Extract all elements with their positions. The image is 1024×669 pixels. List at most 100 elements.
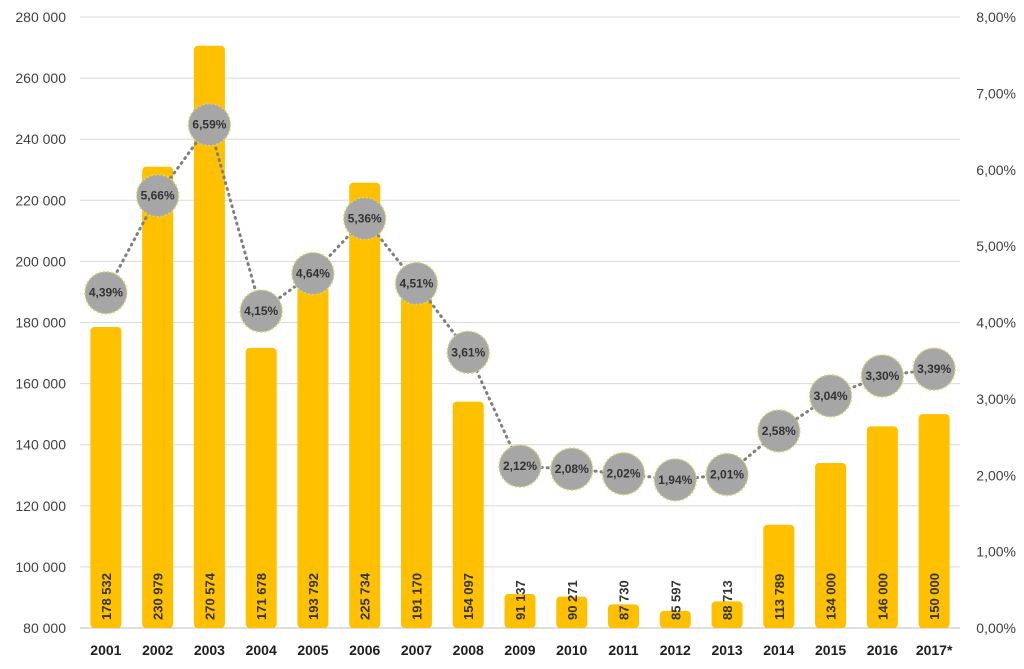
right-tick-label: 8,00%: [976, 9, 1016, 25]
left-tick-label: 260 000: [15, 70, 66, 86]
rate-marker: [342, 196, 387, 241]
bar: [866, 426, 898, 628]
left-tick-label: 240 000: [15, 131, 66, 147]
rate-value-label: 4,51%: [399, 277, 433, 291]
right-tick-label: 3,00%: [976, 391, 1016, 407]
rate-marker: [550, 447, 594, 491]
left-tick-label: 280 000: [15, 9, 66, 25]
bar-value-label: 230 979: [151, 573, 166, 620]
rate-marker: [808, 374, 853, 418]
rate-value-label: 5,66%: [141, 189, 175, 203]
rate-value-label: 4,64%: [296, 267, 330, 281]
rate-value-label: 4,15%: [244, 304, 278, 318]
category-axis: 2001 2002 2003 2004 2005 2006 2007 2008 2009 2010…: [90, 642, 953, 658]
bar-value-label: 171 678: [254, 573, 269, 620]
category-label: 2012: [660, 642, 691, 658]
rate-marker: [653, 458, 698, 502]
rate-value-label: 6,59%: [192, 118, 226, 132]
category-label: 2006: [349, 642, 380, 658]
bar-value-label: 113 789: [772, 574, 787, 620]
left-tick-label: 220 000: [15, 192, 66, 208]
rate-value-label: 3,30%: [865, 369, 899, 383]
bar: [297, 280, 329, 628]
category-label: 2009: [504, 642, 535, 658]
rate-value-label: 2,58%: [762, 424, 796, 438]
right-tick-label: 4,00%: [976, 315, 1016, 331]
bar-value-label: 90 271: [565, 580, 580, 620]
bar: [815, 463, 847, 628]
bar-value-label: 270 574: [202, 572, 217, 620]
rate-marker: [394, 261, 439, 306]
category-label: 2004: [246, 642, 277, 658]
bar-value-label: 191 170: [409, 573, 424, 620]
rate-markers: 4,39% 5,66% 6,59% 4,15% 4,64% 5,36% 4,51% 3,61%…: [84, 102, 956, 502]
bar-value-label: 225 734: [358, 572, 373, 620]
rate-marker: [601, 451, 646, 496]
rate-value-label: 2,01%: [710, 467, 744, 481]
gridlines: [80, 16, 960, 629]
rate-marker: [498, 444, 542, 488]
right-tick-label: 0,00%: [976, 620, 1016, 636]
right-tick-label: 1,00%: [976, 544, 1016, 560]
bar: [452, 401, 484, 628]
bar-value-label: 150 000: [927, 573, 942, 620]
bar: [504, 593, 536, 628]
rate-marker: [705, 452, 749, 497]
bar: [400, 288, 432, 628]
bar: [90, 326, 122, 628]
rate-value-label: 4,39%: [89, 286, 123, 300]
left-tick-label: 80 000: [23, 620, 66, 636]
bar: [556, 596, 588, 628]
category-label: 2015: [815, 642, 846, 658]
rate-value-label: 1,94%: [658, 473, 692, 487]
bar: [193, 45, 225, 628]
right-tick-label: 6,00%: [976, 162, 1016, 178]
bar-value-label: 134 000: [824, 573, 839, 620]
left-tick-label: 120 000: [15, 498, 66, 514]
rate-value-label: 2,08%: [555, 462, 589, 476]
left-axis: 80 000 100 000 120 000 140 000 160 000 180 00…: [15, 9, 66, 636]
bar-value-label: 85 597: [668, 580, 683, 620]
right-tick-label: 5,00%: [976, 238, 1016, 254]
rate-line-series: [104, 121, 936, 482]
rate-marker: [135, 173, 180, 218]
bar: [142, 166, 174, 628]
bar: [659, 610, 691, 628]
category-label: 2003: [194, 642, 225, 658]
bar-value-label: 87 730: [617, 580, 632, 620]
category-label: 2008: [453, 642, 484, 658]
bar-value-label: 193 792: [306, 573, 321, 620]
category-label: 2017*: [916, 642, 953, 658]
left-tick-label: 140 000: [15, 437, 66, 453]
category-label: 2011: [608, 642, 639, 658]
left-tick-label: 160 000: [15, 376, 66, 392]
category-label: 2002: [142, 642, 173, 658]
left-tick-label: 180 000: [15, 315, 66, 331]
bar-value-label: 91 137: [513, 580, 528, 620]
right-tick-label: 7,00%: [976, 85, 1016, 101]
category-label: 2016: [867, 642, 898, 658]
bar-value-labels: 178 532 230 979 270 574 171 678 193 792 225 7…: [99, 572, 942, 620]
bar: [918, 414, 950, 628]
rate-value-label: 2,12%: [503, 459, 537, 473]
bar-value-label: 178 532: [99, 573, 114, 620]
rate-value-label: 2,02%: [607, 467, 641, 481]
rate-marker: [187, 102, 232, 147]
rate-marker: [757, 409, 801, 453]
rate-value-label: 3,39%: [917, 362, 951, 376]
bar: [608, 604, 640, 628]
bar: [349, 182, 381, 628]
rate-marker: [291, 251, 335, 296]
rate-value-label: 3,61%: [451, 345, 485, 359]
bar-series: [90, 45, 950, 628]
category-label: 2013: [711, 642, 742, 658]
right-axis: 0,00% 1,00% 2,00% 3,00% 4,00% 5,00% 6,00% 7,00%…: [976, 9, 1016, 636]
rate-marker: [446, 330, 490, 375]
category-label: 2010: [556, 642, 587, 658]
left-tick-label: 200 000: [15, 253, 66, 269]
bar-value-label: 146 000: [875, 573, 890, 620]
rate-value-label: 5,36%: [348, 212, 382, 226]
category-label: 2014: [763, 642, 794, 658]
